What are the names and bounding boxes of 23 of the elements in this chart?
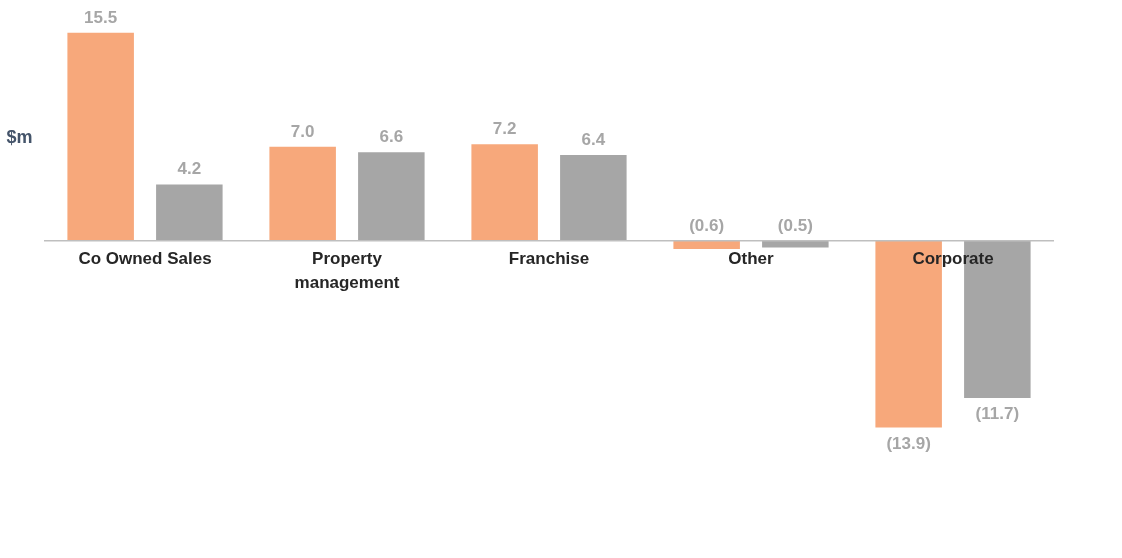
bar bbox=[156, 184, 223, 241]
bar bbox=[762, 240, 829, 248]
bar bbox=[67, 32, 134, 241]
data-label: (0.6) bbox=[689, 215, 725, 235]
data-label: (13.9) bbox=[886, 433, 931, 453]
data-label: 15.5 bbox=[84, 7, 118, 27]
bar bbox=[358, 152, 425, 241]
bar bbox=[471, 144, 538, 241]
x-tick-label: Other bbox=[728, 248, 775, 268]
x-tick-label: Property management bbox=[294, 248, 400, 292]
data-label: 6.6 bbox=[379, 127, 404, 147]
x-tick-label: Co Owned Sales bbox=[78, 248, 212, 268]
bar bbox=[560, 154, 627, 241]
x-tick-label: Corporate bbox=[912, 248, 994, 268]
x-tick-label: Franchise bbox=[508, 248, 590, 268]
data-label: 7.2 bbox=[492, 119, 517, 139]
data-label: 4.2 bbox=[177, 159, 202, 179]
y-axis-title: $m bbox=[6, 126, 33, 147]
data-label: 7.0 bbox=[290, 121, 315, 141]
data-label: 6.4 bbox=[581, 129, 606, 149]
data-label: (0.5) bbox=[777, 215, 813, 235]
data-label: (11.7) bbox=[975, 404, 1020, 424]
bar bbox=[269, 146, 336, 241]
